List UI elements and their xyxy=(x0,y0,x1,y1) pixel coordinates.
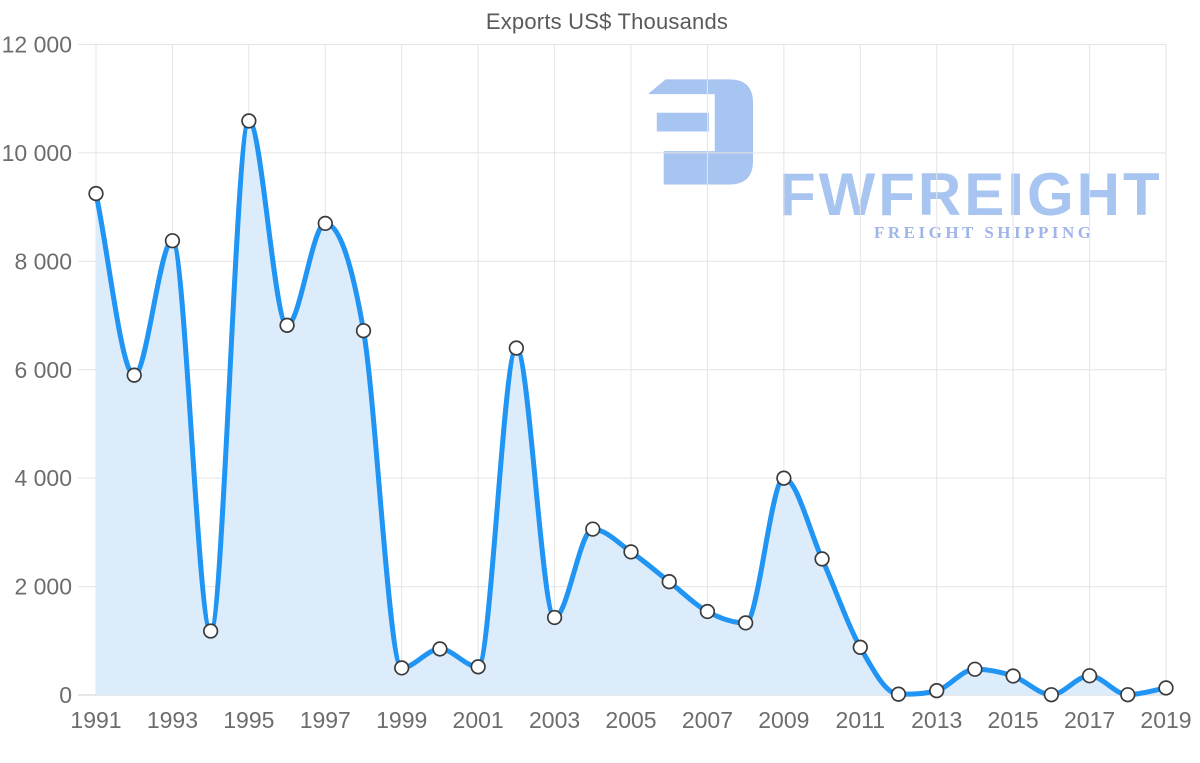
y-axis-label-8000: 8 000 xyxy=(14,248,72,274)
fwfreight-logo-icon xyxy=(648,79,754,185)
data-point-2007[interactable] xyxy=(699,603,716,620)
data-point-1995[interactable] xyxy=(241,113,257,129)
data-point-2016[interactable] xyxy=(1043,687,1060,703)
data-point-1994[interactable] xyxy=(202,623,219,639)
x-axis-label-2011: 2011 xyxy=(836,707,885,733)
data-point-2011[interactable] xyxy=(852,639,868,655)
y-axis-label-0: 0 xyxy=(59,682,72,708)
x-axis-label-2007: 2007 xyxy=(682,707,733,733)
data-point-1996[interactable] xyxy=(279,317,295,333)
x-axis-label-2019: 2019 xyxy=(1140,707,1191,733)
data-point-2000[interactable] xyxy=(432,641,448,657)
data-points xyxy=(88,113,1174,703)
x-axis-label-2015: 2015 xyxy=(988,707,1039,733)
x-axis-label-1993: 1993 xyxy=(147,707,198,733)
x-axis-label-2009: 2009 xyxy=(758,707,809,733)
data-point-1992[interactable] xyxy=(126,367,142,383)
chart-title: Exports US$ Thousands xyxy=(485,9,729,34)
data-point-1991[interactable] xyxy=(88,185,104,202)
data-point-2014[interactable] xyxy=(967,661,983,677)
series-area-fill xyxy=(96,120,1166,696)
data-point-2015[interactable] xyxy=(1005,668,1021,684)
x-axis-label-2003: 2003 xyxy=(529,707,580,733)
y-axis-labels: 0 2 000 4 000 6 000 8 000 10 000 12 000 xyxy=(2,32,72,709)
x-axis-label-1999: 1999 xyxy=(376,707,427,733)
brand-tagline: FREIGHT SHIPPING xyxy=(874,223,1095,242)
data-point-1993[interactable] xyxy=(164,233,181,249)
x-axis-label-1995: 1995 xyxy=(223,707,274,733)
brand-name: FWFREIGHT xyxy=(779,161,1163,228)
data-point-1997[interactable] xyxy=(317,215,333,232)
data-point-2005[interactable] xyxy=(623,544,639,560)
x-axis-label-1991: 1991 xyxy=(70,707,121,733)
data-point-2019[interactable] xyxy=(1158,680,1174,696)
x-axis-label-2013: 2013 xyxy=(911,707,962,733)
x-axis-labels: 1991 1993 1995 1997 1999 2001 2003 2005 2007 2009… xyxy=(70,707,1191,733)
data-point-1999[interactable] xyxy=(394,660,410,676)
data-point-2017[interactable] xyxy=(1081,668,1098,684)
data-point-2006[interactable] xyxy=(661,574,677,590)
y-axis-label-10000: 10 000 xyxy=(2,140,72,166)
x-axis-label-1997: 1997 xyxy=(300,707,351,733)
x-axis-label-2017: 2017 xyxy=(1064,707,1115,733)
data-point-2010[interactable] xyxy=(814,551,830,567)
data-point-2013[interactable] xyxy=(929,683,945,699)
y-axis-label-4000: 4 000 xyxy=(14,465,72,491)
data-point-2012[interactable] xyxy=(890,686,907,702)
data-point-2008[interactable] xyxy=(737,615,754,631)
y-axis-label-12000: 12 000 xyxy=(2,32,72,58)
data-point-2018[interactable] xyxy=(1120,687,1136,703)
data-point-2009[interactable] xyxy=(776,470,792,486)
y-axis-label-2000: 2 000 xyxy=(14,574,72,600)
x-axis-label-2005: 2005 xyxy=(605,707,656,733)
data-point-2003[interactable] xyxy=(546,609,563,626)
data-point-1998[interactable] xyxy=(355,323,372,339)
data-point-2001[interactable] xyxy=(470,659,486,675)
y-axis-label-6000: 6 000 xyxy=(14,357,72,383)
x-axis-label-2001: 2001 xyxy=(453,707,504,733)
brand-logo: FWFREIGHT FREIGHT SHIPPING xyxy=(647,72,1160,242)
data-point-2002[interactable] xyxy=(508,340,525,356)
data-point-2004[interactable] xyxy=(585,521,601,537)
